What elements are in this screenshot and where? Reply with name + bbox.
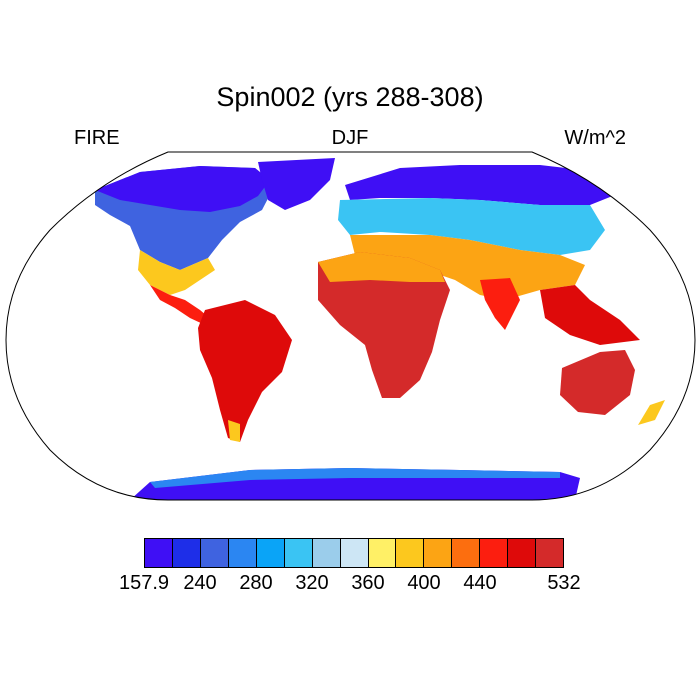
colorbar-segment: [312, 539, 341, 567]
eurasia-south: [350, 235, 585, 300]
eurasia-north: [345, 165, 615, 205]
colorbar-segment: [536, 539, 564, 567]
colorbar: [144, 538, 564, 568]
colorbar-segment: [256, 539, 285, 567]
colorbar-tick-label: 157.9: [118, 572, 170, 594]
colorbar-tick-label: 532: [547, 572, 581, 594]
colorbar-tick-label: 280: [239, 572, 273, 594]
colorbar-tick-label: 240: [183, 572, 217, 594]
colorbar-segment: [284, 539, 313, 567]
colorbar-tick-label: 360: [351, 572, 385, 594]
australia: [560, 350, 635, 415]
colorbar-segment: [228, 539, 257, 567]
colorbar-segment: [368, 539, 397, 567]
season-label: DJF: [331, 127, 369, 149]
map-title: Spin002 (yrs 288-308): [216, 82, 484, 112]
colorbar-segment: [424, 539, 453, 567]
southeast-asia: [540, 285, 640, 345]
antarctica-edge: [150, 468, 560, 488]
colorbar-tick-label: 320: [295, 572, 329, 594]
colorbar-segment: [508, 539, 537, 567]
colorbar-tick-label: 400: [407, 572, 441, 594]
greenland: [258, 158, 335, 210]
colorbar-segment: [452, 539, 481, 567]
units-label: W/m^2: [564, 127, 626, 149]
colorbar-segment: [396, 539, 425, 567]
south-america-tip: [228, 420, 240, 442]
central-america: [150, 285, 212, 325]
new-zealand: [638, 400, 665, 425]
africa-north: [318, 252, 445, 282]
africa: [318, 252, 450, 398]
colorbar-tick-label: 440: [463, 572, 497, 594]
colorbar-segment: [200, 539, 229, 567]
north-america-north: [95, 166, 270, 212]
north-america-south: [138, 250, 215, 295]
colorbar-labels: 157.9 240 280 320 360 400 440 532: [0, 572, 700, 598]
colorbar-segment: [172, 539, 201, 567]
eurasia-mid: [338, 198, 605, 255]
south-america: [198, 300, 292, 442]
map-boundary: [5, 151, 696, 501]
colorbar-segment: [480, 539, 509, 567]
variable-label: FIRE: [74, 127, 120, 149]
india: [480, 278, 520, 330]
colorbar-segment: [340, 539, 369, 567]
colorbar-segment: [145, 539, 173, 567]
